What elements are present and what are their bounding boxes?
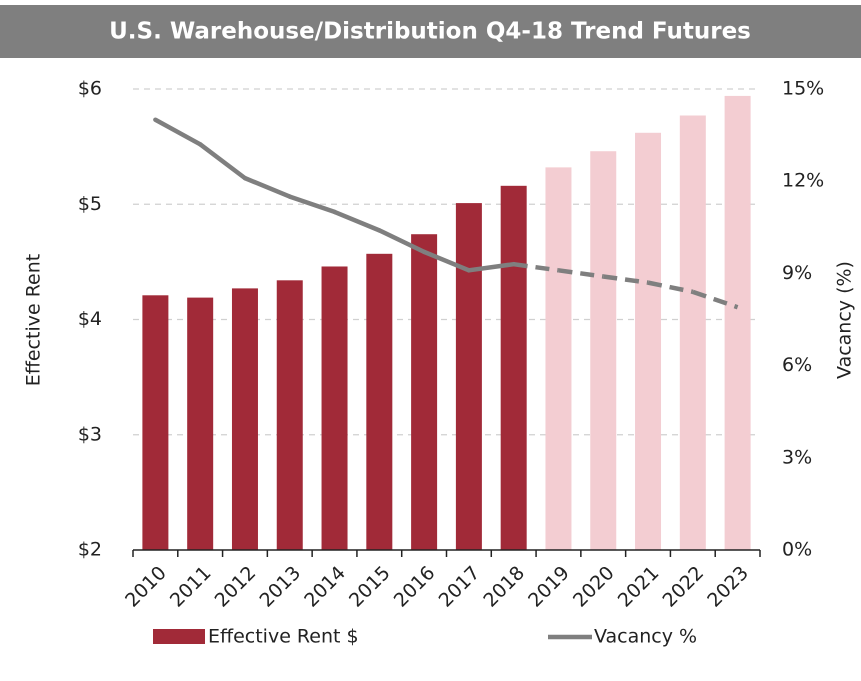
line-segment <box>513 261 559 273</box>
x-tick-label: 2013 <box>255 562 305 612</box>
bar <box>590 151 617 551</box>
bar <box>321 266 348 550</box>
x-tick-label: 2010 <box>121 562 171 612</box>
line-segment <box>377 228 427 255</box>
chart-title: U.S. Warehouse/Distribution Q4-18 Trend … <box>109 19 751 45</box>
line-segment <box>647 280 694 295</box>
bar <box>455 203 482 550</box>
x-tick-label: 2012 <box>211 562 261 612</box>
bar <box>635 132 662 551</box>
x-tick-label: 2022 <box>658 562 708 612</box>
legend-label: Effective Rent $ <box>208 626 359 648</box>
bar <box>231 288 258 550</box>
legend-swatch <box>153 629 205 644</box>
line-segment <box>287 194 337 215</box>
line-segment <box>692 289 739 310</box>
bar <box>545 167 572 550</box>
x-tick-label: 2021 <box>614 562 664 612</box>
x-tick-label: 2011 <box>166 562 216 612</box>
bar <box>411 234 438 550</box>
x-tick-label: 2020 <box>569 562 619 612</box>
y-tick-label: $4 <box>78 308 102 330</box>
x-tick-label: 2016 <box>390 562 440 612</box>
x-tick-label: 2018 <box>479 562 529 612</box>
y2-axis-label: Vacancy (%) <box>834 261 856 379</box>
line-segment <box>332 209 382 233</box>
bar <box>187 297 214 550</box>
line-segment <box>602 274 649 285</box>
bar <box>500 185 527 550</box>
y2-tick-label: 0% <box>782 539 812 561</box>
y2-tick-label: 15% <box>782 78 824 100</box>
y-tick-label: $5 <box>78 193 102 215</box>
line-segment <box>197 142 248 181</box>
legend-label: Vacancy % <box>594 626 697 648</box>
line-segment <box>421 249 472 273</box>
bar <box>276 280 303 550</box>
line-segment <box>242 175 292 199</box>
title-banner <box>0 5 861 58</box>
y2-tick-label: 12% <box>782 170 824 192</box>
x-tick-label: 2015 <box>345 562 395 612</box>
x-tick-label: 2017 <box>435 562 485 612</box>
y2-tick-label: 3% <box>782 446 812 468</box>
x-tick-label: 2014 <box>300 562 350 612</box>
bar <box>724 95 751 550</box>
line-segment <box>466 261 516 273</box>
line-segment <box>558 268 604 279</box>
bar <box>679 115 706 550</box>
x-tick-label: 2019 <box>524 562 574 612</box>
y-axis-label: Effective Rent <box>23 254 45 386</box>
bar <box>142 295 169 550</box>
line-segment <box>153 117 203 147</box>
x-tick-label: 2023 <box>703 562 753 612</box>
y-tick-label: $2 <box>78 539 102 561</box>
y2-tick-label: 9% <box>782 262 812 284</box>
bar <box>366 253 393 550</box>
y-tick-label: $3 <box>78 423 102 445</box>
y2-tick-label: 6% <box>782 354 812 376</box>
y-tick-label: $6 <box>78 78 102 100</box>
